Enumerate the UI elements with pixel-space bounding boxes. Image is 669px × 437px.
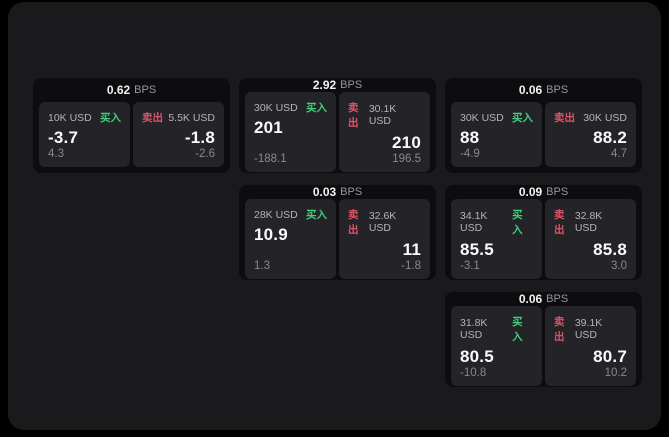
sell-sub-value: 4.7 — [611, 148, 627, 160]
sell-price: 88.2 — [593, 128, 627, 147]
buy-panel[interactable]: 34.1K USD 买入 85.5 -3.1 — [451, 199, 542, 279]
bps-header: 2.92 BPS — [245, 78, 430, 92]
sell-amount: 39.1K USD — [574, 317, 603, 341]
sell-side-label: 卖出 — [142, 112, 163, 124]
quote-card[interactable]: 0.06 BPS 31.8K USD 买入 80.5 -10.8 卖出 39.1… — [445, 292, 642, 387]
bps-value: 0.06 — [518, 292, 543, 306]
sell-price: 11 — [402, 240, 421, 259]
bps-unit-label: BPS — [546, 84, 569, 96]
buy-panel[interactable]: 28K USD 买入 10.9 1.3 — [245, 199, 336, 279]
bps-value: 0.06 — [518, 83, 543, 97]
sell-amount: 30K USD — [583, 111, 627, 124]
bps-header: 0.03 BPS — [245, 185, 430, 199]
sell-panel[interactable]: 卖出 30K USD 88.2 4.7 — [545, 102, 636, 167]
sell-sub-value: -1.8 — [401, 260, 421, 272]
bps-unit-label: BPS — [340, 186, 363, 198]
sell-sub-value: 10.2 — [604, 367, 627, 379]
buy-sub-value: -10.8 — [460, 367, 487, 379]
buy-sub-value: 1.3 — [254, 260, 270, 272]
sell-side-label: 卖出 — [348, 209, 359, 236]
quote-card[interactable]: 0.06 BPS 30K USD 买入 88 -4.9 卖出 30K USD — [445, 78, 642, 173]
sell-amount: 5.5K USD — [168, 111, 215, 124]
sell-panel[interactable]: 卖出 30.1K USD 210 196.5 — [339, 92, 430, 172]
bps-value: 0.03 — [312, 185, 337, 199]
sell-price: 80.7 — [593, 347, 627, 366]
buy-panel[interactable]: 30K USD 买入 201 -188.1 — [245, 92, 336, 172]
bps-header: 0.62 BPS — [39, 78, 224, 102]
buy-sub-value: -3.1 — [460, 260, 480, 272]
buy-panel[interactable]: 30K USD 买入 88 -4.9 — [451, 102, 542, 167]
sell-price: 85.8 — [593, 240, 627, 259]
sell-side-label: 卖出 — [554, 209, 565, 236]
app-window: 0.62 BPS 10K USD 买入 -3.7 4.3 卖出 5.5K USD — [8, 2, 661, 430]
sell-side-label: 卖出 — [554, 316, 565, 343]
buy-amount: 34.1K USD — [460, 210, 488, 234]
buy-side-label: 买入 — [512, 316, 523, 343]
buy-amount: 28K USD — [254, 208, 298, 221]
bps-unit-label: BPS — [134, 84, 157, 96]
sell-amount: 32.6K USD — [368, 210, 397, 234]
sell-sub-value: -2.6 — [195, 148, 215, 160]
buy-price: 85.5 — [460, 240, 494, 259]
buy-amount: 10K USD — [48, 111, 92, 124]
bps-value: 0.09 — [518, 185, 543, 199]
buy-side-label: 买入 — [512, 209, 523, 236]
quote-card[interactable]: 0.09 BPS 34.1K USD 买入 85.5 -3.1 卖出 32.8K… — [445, 185, 642, 280]
sell-panel[interactable]: 卖出 39.1K USD 80.7 10.2 — [545, 306, 636, 386]
buy-side-label: 买入 — [100, 112, 121, 124]
sell-amount: 32.8K USD — [574, 210, 603, 234]
quote-card[interactable]: 0.62 BPS 10K USD 买入 -3.7 4.3 卖出 5.5K USD — [33, 78, 230, 173]
sell-panel[interactable]: 卖出 32.6K USD 11 -1.8 — [339, 199, 430, 279]
sell-sub-value: 3.0 — [611, 260, 627, 272]
bps-value: 2.92 — [312, 78, 337, 92]
buy-panel[interactable]: 10K USD 买入 -3.7 4.3 — [39, 102, 130, 167]
quote-card[interactable]: 2.92 BPS 30K USD 买入 201 -188.1 卖出 30.1K … — [239, 78, 436, 173]
buy-price: 201 — [254, 118, 283, 137]
bps-header: 0.09 BPS — [451, 185, 636, 199]
buy-price: 80.5 — [460, 347, 494, 366]
buy-price: 10.9 — [254, 225, 288, 244]
buy-side-label: 买入 — [306, 209, 327, 221]
buy-price: -3.7 — [48, 128, 79, 147]
bps-value: 0.62 — [106, 83, 131, 97]
sell-price: 210 — [392, 133, 421, 152]
quote-card[interactable]: 0.03 BPS 28K USD 买入 10.9 1.3 卖出 32.6K US… — [239, 185, 436, 280]
buy-price: 88 — [460, 128, 480, 147]
bps-header: 0.06 BPS — [451, 78, 636, 102]
sell-side-label: 卖出 — [348, 102, 359, 129]
buy-amount: 30K USD — [460, 111, 504, 124]
sell-sub-value: 196.5 — [392, 153, 421, 165]
buy-sub-value: -4.9 — [460, 148, 480, 160]
bps-header: 0.06 BPS — [451, 292, 636, 306]
bps-unit-label: BPS — [546, 186, 569, 198]
quote-cards-grid: 0.62 BPS 10K USD 买入 -3.7 4.3 卖出 5.5K USD — [33, 78, 642, 387]
buy-panel[interactable]: 31.8K USD 买入 80.5 -10.8 — [451, 306, 542, 386]
sell-panel[interactable]: 卖出 5.5K USD -1.8 -2.6 — [133, 102, 224, 167]
buy-amount: 30K USD — [254, 101, 298, 114]
sell-price: -1.8 — [184, 128, 215, 147]
sell-panel[interactable]: 卖出 32.8K USD 85.8 3.0 — [545, 199, 636, 279]
buy-amount: 31.8K USD — [460, 317, 488, 341]
bps-unit-label: BPS — [340, 79, 363, 91]
buy-side-label: 买入 — [512, 112, 533, 124]
buy-side-label: 买入 — [306, 102, 327, 114]
sell-amount: 30.1K USD — [368, 103, 397, 127]
sell-side-label: 卖出 — [554, 112, 575, 124]
buy-sub-value: -188.1 — [254, 153, 287, 165]
buy-sub-value: 4.3 — [48, 148, 64, 160]
bps-unit-label: BPS — [546, 293, 569, 305]
